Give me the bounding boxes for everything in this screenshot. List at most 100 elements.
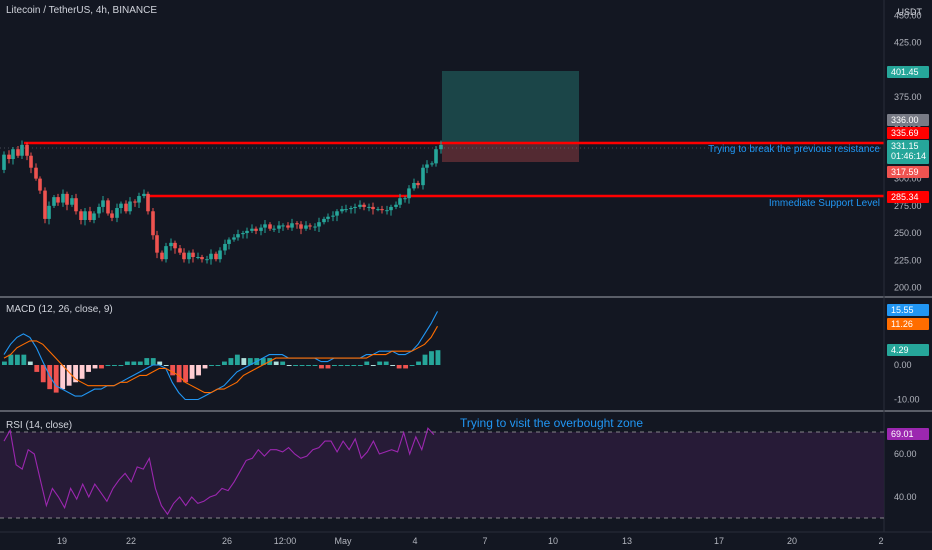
macd-histogram-bar [112, 365, 117, 366]
rsi-annotation[interactable]: Trying to visit the overbought zone [460, 416, 643, 430]
candle-body [83, 211, 87, 220]
candle-body [304, 225, 308, 229]
candle-body [371, 206, 375, 210]
candle-body [290, 223, 294, 228]
candle-body [16, 149, 20, 156]
macd-histogram-bar [124, 361, 130, 365]
macd-histogram-bar [260, 358, 266, 365]
price-pane[interactable] [0, 71, 884, 265]
signal-value-tag-text: 11.26 [891, 319, 913, 329]
price-tick-label: 275.00 [894, 201, 922, 211]
macd-histogram-bar [150, 358, 156, 365]
macd-histogram-bar [163, 365, 169, 366]
symbol-title: Litecoin / TetherUS, 4h, BINANCE [6, 5, 157, 16]
candle-body [277, 225, 281, 229]
candle-body [263, 224, 267, 228]
candle-body [394, 204, 398, 207]
candle-body [101, 200, 105, 207]
macd-histogram-bar [293, 365, 299, 366]
macd-histogram-bar [286, 365, 292, 366]
time-tick-label: 26 [222, 536, 232, 546]
candle-body [349, 208, 353, 210]
candle-body [169, 242, 173, 247]
candle-body [196, 257, 200, 259]
candle-body [173, 242, 177, 249]
candle-body [286, 225, 290, 228]
macd-histogram-bar [118, 365, 124, 366]
price-tick-label: 200.00 [894, 283, 922, 293]
macd-histogram-bar [403, 365, 409, 369]
candle-body [128, 201, 132, 212]
support-annotation[interactable]: Immediate Support Level [768, 198, 880, 209]
candle-body [124, 203, 128, 212]
rsi-value-tag-text: 69.01 [891, 429, 914, 439]
candle-body [259, 227, 263, 231]
candle-body [367, 206, 371, 208]
hist-value-tag [887, 344, 929, 356]
candle-body [281, 225, 285, 227]
candle-body [164, 246, 168, 260]
resistance-price-tag-text: 335.69 [891, 128, 919, 138]
macd-pane[interactable] [2, 311, 441, 401]
candle-body [241, 233, 245, 235]
candle-body [214, 253, 218, 260]
price-tick-label: 225.00 [894, 255, 922, 265]
candle-body [250, 228, 254, 231]
time-tick-label: 10 [548, 536, 558, 546]
price-tick-label: 375.00 [894, 92, 922, 102]
macd-histogram-bar [377, 361, 383, 365]
candle-body [11, 149, 15, 160]
time-tick-label: 2 [878, 536, 883, 546]
macd-histogram-bar [338, 365, 344, 366]
macd-histogram-bar [27, 361, 33, 365]
macd-histogram-bar [364, 361, 370, 365]
macd-histogram-bar [344, 365, 350, 366]
time-tick-label: May [334, 536, 352, 546]
macd-histogram-bar [312, 365, 318, 366]
macd-histogram-bar [396, 365, 402, 369]
macd-histogram-bar [357, 365, 363, 366]
candle-body [362, 204, 366, 207]
macd-histogram-bar [228, 358, 234, 365]
macd-histogram-bar [222, 361, 227, 365]
macd-histogram-bar [241, 358, 247, 365]
candle-body [65, 193, 69, 205]
rsi-value-tag [887, 428, 929, 440]
candle-body [97, 206, 101, 214]
rsi-pane[interactable] [0, 427, 884, 519]
resistance-annotation[interactable]: Trying to break the previous resistance [708, 144, 880, 155]
rsi-line [3, 427, 435, 516]
macd-histogram-bar [183, 365, 189, 383]
time-tick-label: 19 [57, 536, 67, 546]
macd-histogram-bar [40, 365, 46, 383]
macd-histogram-bar [92, 365, 98, 369]
candle-body [160, 252, 164, 260]
candle-body [380, 209, 384, 211]
candle-body [137, 196, 141, 203]
macd-tick-label: 0.00 [894, 360, 912, 370]
candle-body [425, 164, 429, 168]
candle-body [142, 193, 146, 197]
support-price-tag [887, 191, 929, 203]
time-tick-label: 13 [622, 536, 632, 546]
candle-body [322, 218, 326, 223]
time-tick-label: 12:00 [274, 536, 297, 546]
time-tick-label: 22 [126, 536, 136, 546]
candle-body [340, 209, 344, 212]
price-tick-label: 450.00 [894, 10, 922, 20]
macd-histogram-bar [234, 354, 240, 365]
macd-histogram-bar [157, 361, 163, 365]
current-price-tag-text: 331.15 [891, 141, 919, 151]
candle-body [110, 213, 114, 218]
macd-histogram-bar [332, 365, 337, 366]
candle-body [313, 226, 317, 228]
macd-histogram-bar [215, 365, 221, 366]
macd-histogram-bar [105, 365, 111, 366]
macd-value-tag [887, 304, 929, 316]
signal-value-tag [887, 318, 929, 330]
candle-body [317, 222, 321, 227]
candle-body [421, 167, 425, 186]
candle-body [70, 198, 74, 205]
candle-body [326, 216, 330, 219]
